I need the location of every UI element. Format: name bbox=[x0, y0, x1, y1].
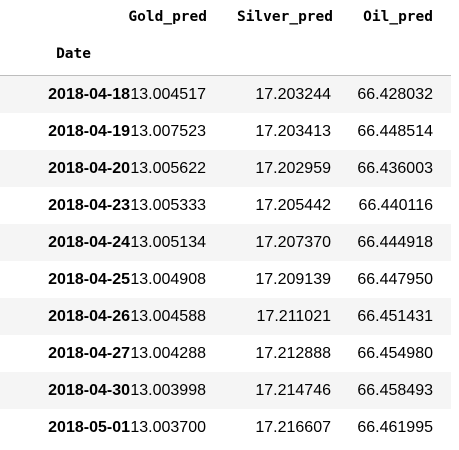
row-index-date: 2018-04-23 bbox=[48, 197, 130, 214]
row-index-date: 2018-04-24 bbox=[48, 234, 130, 251]
cell-silver-pred: 17.203413 bbox=[255, 123, 331, 140]
table-body: 2018-04-18 13.004517 17.203244 66.428032 201… bbox=[0, 76, 459, 446]
cell-oil-pred: 66.451431 bbox=[357, 308, 433, 325]
table-row: 2018-04-25 13.004908 17.209139 66.447950 bbox=[0, 261, 451, 298]
cell-gold-pred: 13.004517 bbox=[130, 86, 206, 103]
table-row: 2018-04-27 13.004288 17.212888 66.454980 bbox=[0, 335, 451, 372]
column-header-silver-pred: Silver_pred bbox=[236, 9, 333, 25]
cell-gold-pred: 13.004588 bbox=[130, 308, 206, 325]
cell-oil-pred: 66.428032 bbox=[357, 86, 433, 103]
cell-oil-pred: 66.448514 bbox=[357, 123, 433, 140]
table-row: 2018-04-30 13.003998 17.214746 66.458493 bbox=[0, 372, 451, 409]
cell-gold-pred: 13.005622 bbox=[130, 160, 206, 177]
column-header-oil-pred: Oil_pred bbox=[363, 9, 433, 25]
cell-silver-pred: 17.202959 bbox=[255, 160, 331, 177]
cell-silver-pred: 17.211021 bbox=[256, 308, 331, 325]
cell-oil-pred: 66.440116 bbox=[358, 197, 433, 214]
cell-oil-pred: 66.454980 bbox=[357, 345, 433, 362]
cell-silver-pred: 17.203244 bbox=[255, 86, 331, 103]
row-index-date: 2018-04-18 bbox=[48, 86, 130, 103]
index-name-label: Date bbox=[56, 46, 91, 62]
cell-silver-pred: 17.216607 bbox=[255, 419, 331, 436]
cell-oil-pred: 66.461995 bbox=[357, 419, 433, 436]
cell-silver-pred: 17.207370 bbox=[255, 234, 331, 251]
table-row: 2018-04-23 13.005333 17.205442 66.440116 bbox=[0, 187, 451, 224]
cell-gold-pred: 13.003998 bbox=[130, 382, 206, 399]
index-name-row: Date bbox=[0, 37, 451, 76]
column-header-row: Gold_pred Silver_pred Oil_pred bbox=[0, 0, 459, 37]
cell-silver-pred: 17.209139 bbox=[255, 271, 331, 288]
cell-silver-pred: 17.205442 bbox=[255, 197, 331, 214]
row-index-date: 2018-04-20 bbox=[48, 160, 130, 177]
cell-gold-pred: 13.003700 bbox=[130, 419, 206, 436]
cell-oil-pred: 66.447950 bbox=[357, 271, 433, 288]
cell-oil-pred: 66.458493 bbox=[357, 382, 433, 399]
row-index-date: 2018-04-27 bbox=[48, 345, 130, 362]
table-row: 2018-04-18 13.004517 17.203244 66.428032 bbox=[0, 76, 451, 113]
row-index-date: 2018-05-01 bbox=[48, 419, 130, 436]
table-row: 2018-04-20 13.005622 17.202959 66.436003 bbox=[0, 150, 451, 187]
row-index-date: 2018-04-30 bbox=[48, 382, 130, 399]
cell-gold-pred: 13.005333 bbox=[130, 197, 206, 214]
cell-oil-pred: 66.444918 bbox=[357, 234, 433, 251]
cell-gold-pred: 13.005134 bbox=[130, 234, 206, 251]
cell-silver-pred: 17.214746 bbox=[255, 382, 331, 399]
row-index-date: 2018-04-26 bbox=[48, 308, 130, 325]
cell-silver-pred: 17.212888 bbox=[255, 345, 331, 362]
table-row: 2018-05-01 13.003700 17.216607 66.461995 bbox=[0, 409, 451, 446]
cell-gold-pred: 13.004288 bbox=[130, 345, 206, 362]
cell-gold-pred: 13.007523 bbox=[130, 123, 206, 140]
cell-gold-pred: 13.004908 bbox=[130, 271, 206, 288]
row-index-date: 2018-04-19 bbox=[48, 123, 130, 140]
table-row: 2018-04-24 13.005134 17.207370 66.444918 bbox=[0, 224, 451, 261]
cell-oil-pred: 66.436003 bbox=[357, 160, 433, 177]
table-row: 2018-04-19 13.007523 17.203413 66.448514 bbox=[0, 113, 451, 150]
row-index-date: 2018-04-25 bbox=[48, 271, 130, 288]
table-row: 2018-04-26 13.004588 17.211021 66.451431 bbox=[0, 298, 451, 335]
column-header-gold-pred: Gold_pred bbox=[128, 9, 207, 25]
